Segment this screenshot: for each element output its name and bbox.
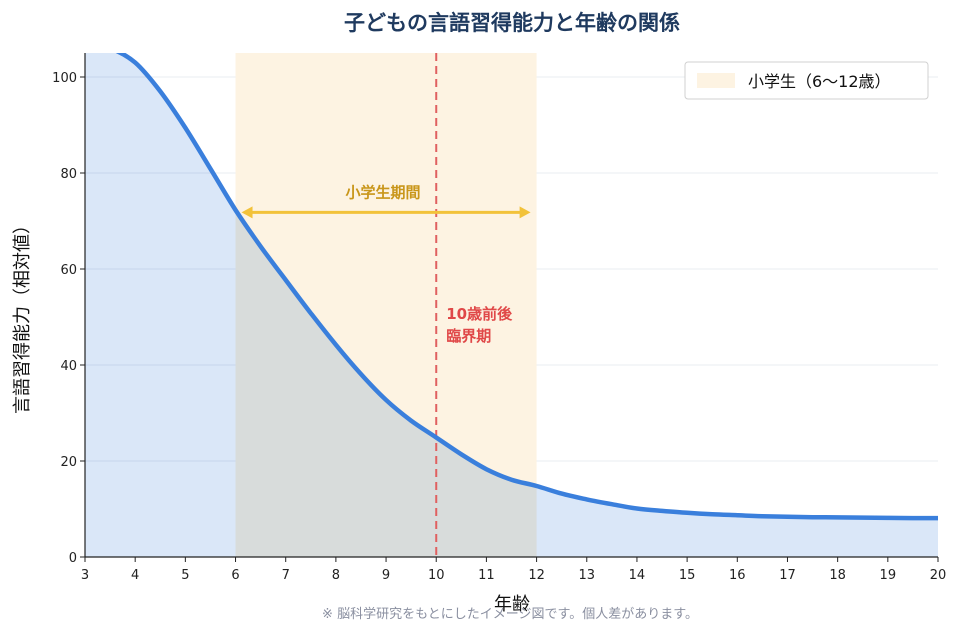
y-tick-label: 80: [60, 167, 77, 182]
y-axis-title: 言語習得能力（相対値）: [12, 216, 33, 414]
period-arrow-head-left: [241, 206, 253, 219]
x-tick-label: 6: [231, 568, 239, 583]
legend-swatch: [697, 73, 735, 88]
x-tick-label: 18: [829, 568, 846, 583]
y-tick-label: 20: [60, 455, 77, 470]
threshold-annotation: 10歳前後 臨界期: [446, 305, 513, 345]
x-tick-label: 8: [332, 568, 340, 583]
y-tick-label: 40: [60, 359, 77, 374]
x-tick-label: 13: [578, 568, 595, 583]
y-tick-label: 100: [52, 71, 77, 86]
period-arrow-head-right: [519, 206, 531, 219]
x-tick-label: 10: [428, 568, 445, 583]
legend-label: 小学生（6〜12歳）: [748, 72, 891, 91]
x-tick-label: 15: [679, 568, 696, 583]
x-tick-label: 11: [478, 568, 495, 583]
x-tick-label: 20: [930, 568, 947, 583]
period-label: 小学生期間: [346, 183, 421, 201]
period-annotation: 小学生期間: [346, 183, 421, 201]
legend: 小学生（6〜12歳）: [684, 61, 929, 100]
footnote: ※ 脳科学研究をもとにしたイメージ図です。個人差があります。: [322, 606, 698, 622]
curve-line: [115, 53, 938, 521]
y-tick-label: 0: [69, 551, 77, 566]
x-tick-label: 16: [729, 568, 746, 583]
threshold-label-line-2: 臨界期: [446, 327, 491, 345]
x-tick-label: 12: [528, 568, 545, 583]
x-tick-label: 9: [382, 568, 390, 583]
x-tick-label: 4: [131, 568, 139, 583]
x-tick-label: 19: [880, 568, 897, 583]
x-tick-label: 3: [81, 568, 89, 583]
threshold-label-line-1: 10歳前後: [446, 305, 513, 323]
legend-box: [684, 61, 929, 100]
chart-title: 子どもの言語習得能力と年齢の関係: [344, 11, 680, 35]
x-tick-label: 14: [629, 568, 646, 583]
x-tick-label: 5: [181, 568, 189, 583]
plot-area: 0 20 40 60 80 100 3 4 5 6 7 8 9 10 11 12 13 14 15 16 17 18 19 2…: [52, 53, 947, 583]
x-tick-label: 7: [282, 568, 290, 583]
x-tick-label: 17: [779, 568, 796, 583]
curve-area-fill: [85, 53, 938, 557]
y-tick-label: 60: [60, 263, 77, 278]
x-axis-title: 年齢: [494, 594, 530, 615]
